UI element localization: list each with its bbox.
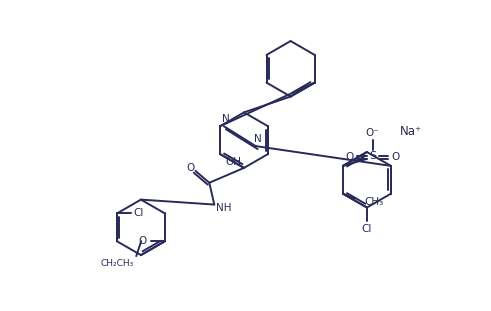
Text: Cl: Cl [362, 224, 372, 234]
Text: Na⁺: Na⁺ [400, 125, 422, 138]
Text: O: O [391, 152, 400, 162]
Text: NH: NH [217, 202, 232, 212]
Text: N: N [254, 134, 262, 144]
Text: Cl: Cl [134, 208, 144, 218]
Text: N: N [222, 114, 230, 124]
Text: O: O [138, 236, 146, 246]
Text: O: O [187, 163, 194, 173]
Text: O⁻: O⁻ [366, 128, 380, 138]
Text: CH₂CH₃: CH₂CH₃ [100, 258, 133, 267]
Text: CH₃: CH₃ [365, 197, 384, 207]
Text: OH: OH [225, 157, 241, 167]
Text: S: S [369, 151, 376, 161]
Text: O: O [346, 152, 354, 162]
